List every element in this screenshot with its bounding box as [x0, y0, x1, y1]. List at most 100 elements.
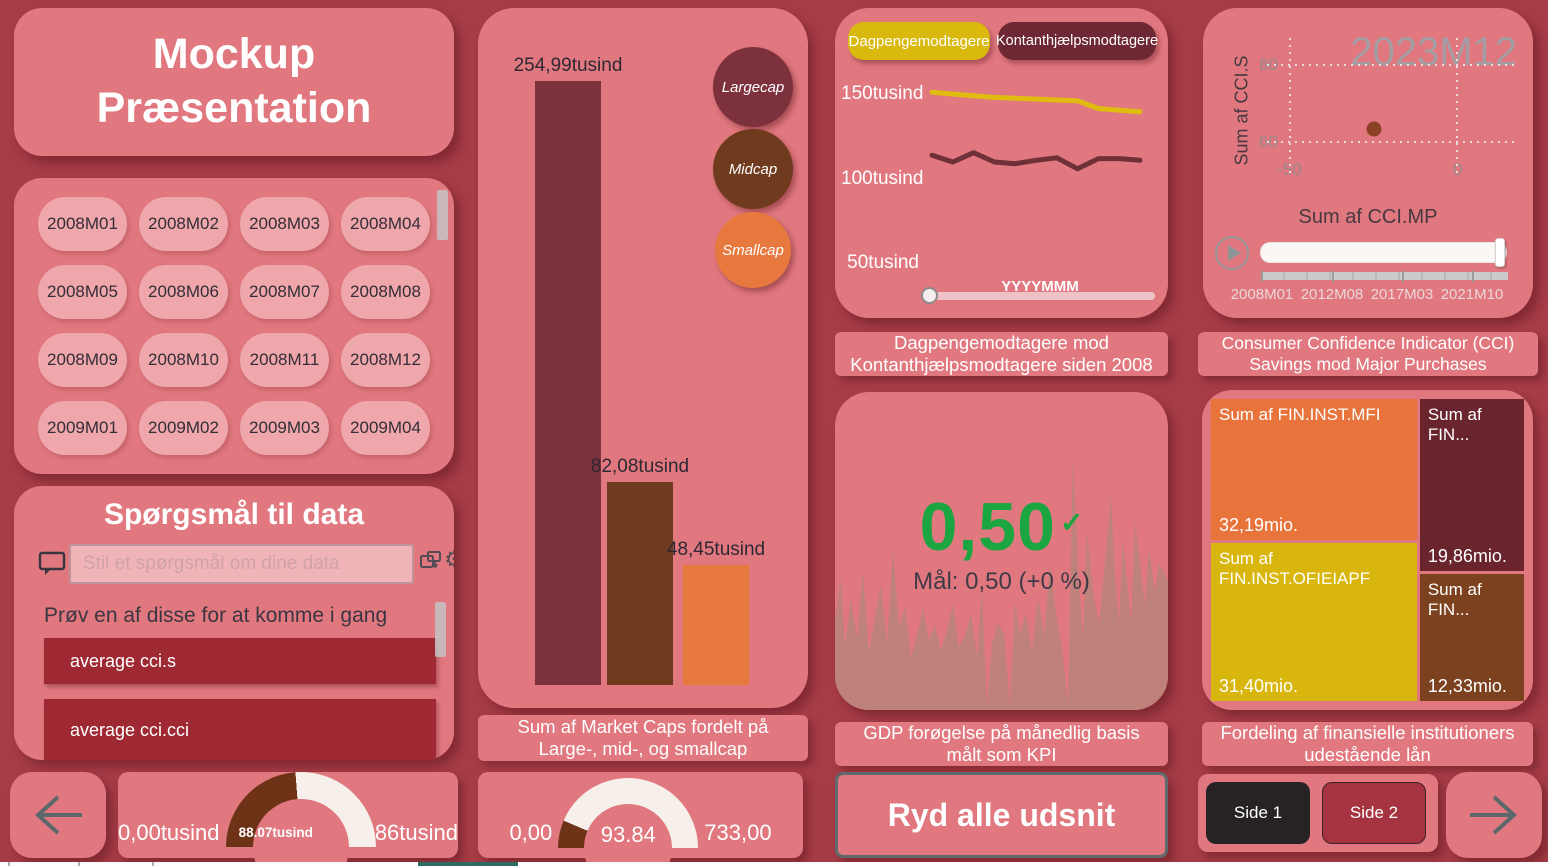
month-pill[interactable]: 2008M03	[240, 197, 329, 251]
month-pill[interactable]: 2009M04	[341, 401, 430, 455]
bar-column-largecap: 254,99tusind	[514, 55, 622, 685]
kpi-gauge: 0,00 93.84 733,00	[478, 772, 803, 866]
treemap-node-mfi[interactable]: Sum af FIN.INST.MFI 32,19mio.	[1211, 399, 1417, 540]
page-navigator: Side 1 Side 2	[1198, 774, 1438, 852]
x-axis-tick: 0	[1453, 160, 1463, 179]
y-axis-tick: 150tusind	[841, 83, 924, 104]
play-button[interactable]	[1215, 236, 1249, 270]
bar-smallcap[interactable]	[683, 565, 749, 685]
previous-page-button[interactable]	[10, 772, 106, 858]
timeline-range-handle[interactable]	[1495, 238, 1505, 267]
market-caps-bar-chart: 254,99tusind 82,08tusind 48,45tusind Lar…	[478, 8, 808, 708]
active-tab-marker	[418, 862, 518, 866]
kpi-value-row: 0,50 ✓	[835, 488, 1168, 566]
qna-input-row: ⚙	[14, 542, 454, 586]
page-button-side-2[interactable]: Side 2	[1322, 782, 1426, 844]
timeline-tick	[1472, 271, 1474, 282]
month-pill[interactable]: 2008M11	[240, 333, 329, 387]
month-pill[interactable]: 2009M03	[240, 401, 329, 455]
popout-icon[interactable]	[420, 551, 442, 571]
scrollbar-thumb[interactable]	[435, 602, 446, 657]
qna-suggestion[interactable]: average cci.s	[44, 638, 436, 684]
month-pill[interactable]: 2008M09	[38, 333, 127, 387]
animation-frame-label: 2023M12	[1350, 30, 1517, 74]
treemap-title: Fordeling af finansielle institutioners …	[1202, 722, 1533, 766]
next-page-button[interactable]	[1446, 772, 1542, 858]
month-pill[interactable]: 2008M08	[341, 265, 430, 319]
page-button-side-1[interactable]: Side 1	[1206, 782, 1310, 844]
timeline-label: 2012M08	[1300, 286, 1364, 303]
time-slider-handle[interactable]	[921, 287, 938, 304]
treemap-node-value: 12,33mio.	[1427, 676, 1507, 696]
month-pill[interactable]: 2008M05	[38, 265, 127, 319]
treemap-node-fin-2[interactable]: Sum af FIN... 12,33mio.	[1419, 574, 1524, 701]
scrollbar-thumb[interactable]	[437, 190, 448, 240]
speech-bubble-icon	[38, 550, 66, 576]
bar-largecap[interactable]	[535, 81, 601, 685]
gauge-hole	[252, 799, 349, 866]
tusind-gauge: 0,00tusind 88.07tusind 184,86tusind	[118, 772, 458, 866]
treemap-node-label: Sum af FIN.INST.OFIEIAPF	[1219, 548, 1371, 588]
bar-column-midcap: 82,08tusind	[590, 55, 690, 685]
clear-all-slicers-button[interactable]: Ryd alle udsnit	[835, 772, 1168, 858]
timeline-tick	[1261, 271, 1263, 282]
bar-column-smallcap: 48,45tusind	[666, 55, 766, 685]
month-pill[interactable]: 2008M01	[38, 197, 127, 251]
timeline-tick	[1332, 271, 1334, 282]
legend-dagpengemodtagere[interactable]: Dagpengemodtagere	[848, 22, 990, 60]
gear-icon[interactable]: ⚙	[444, 546, 454, 573]
qna-suggestion[interactable]: average cci.cci	[44, 699, 436, 760]
gauge-callout-value: 88.07tusind	[238, 825, 313, 840]
tab-divider	[78, 862, 80, 866]
treemap-node-label: Sum af FIN...	[1427, 405, 1482, 444]
bar-midcap[interactable]	[607, 482, 673, 685]
y-axis-tick: 50tusind	[847, 252, 919, 273]
month-pill[interactable]: 2008M02	[139, 197, 228, 251]
tab-divider	[152, 862, 154, 866]
month-pill[interactable]: 2009M01	[38, 401, 127, 455]
benefits-line-chart: Dagpengemodtagere Kontanthjælpsmodtagere…	[835, 8, 1168, 318]
treemap-node-value: 32,19mio.	[1219, 514, 1299, 535]
timeline-label: 2008M01	[1230, 286, 1294, 303]
treemap-node-fin-1[interactable]: Sum af FIN... 19,86mio.	[1419, 399, 1524, 572]
bar-value-label: 254,99tusind	[513, 55, 623, 76]
scatter-chart-title: Consumer Confidence Indicator (CCI) Savi…	[1198, 332, 1538, 376]
treemap-column: Sum af FIN... 19,86mio. Sum af FIN... 12…	[1419, 399, 1524, 701]
scatter-data-point[interactable]	[1366, 121, 1381, 137]
bar-chart-title: Sum af Market Caps fordelt på Large-, mi…	[478, 715, 808, 761]
treemap-node-label: Sum af FIN.INST.MFI	[1219, 405, 1381, 424]
gdp-kpi-card: 0,50 ✓ Mål: 0,50 (+0 %)	[835, 392, 1168, 710]
page-tab-strip	[0, 862, 1548, 866]
y-axis-tick: 100tusind	[841, 168, 924, 189]
treemap-node-ofieiapf[interactable]: Sum af FIN.INST.OFIEIAPF 31,40mio.	[1211, 542, 1417, 701]
month-pill[interactable]: 2009M02	[139, 401, 228, 455]
bar-plot-area: 254,99tusind 82,08tusind 48,45tusind	[478, 55, 808, 685]
kpi-goal-text: Mål: 0,50 (+0 %)	[913, 568, 1090, 595]
month-pill[interactable]: 2008M04	[341, 197, 430, 251]
qna-title: Spørgsmål til data	[103, 498, 365, 531]
legend-midcap[interactable]: Midcap	[713, 129, 793, 209]
month-pill[interactable]: 2008M06	[139, 265, 228, 319]
legend-smallcap[interactable]: Smallcap	[715, 212, 791, 288]
qna-question-input[interactable]	[69, 544, 414, 584]
gauge-min-label: 0,00	[509, 820, 553, 845]
treemap-node-value: 31,40mio.	[1219, 676, 1299, 696]
time-slider-track[interactable]	[921, 287, 1155, 304]
legend-kontanthjaelpsmodtagere[interactable]: Kontanthjælpsmodtagere	[996, 22, 1158, 60]
timeline-label: 2017M03	[1370, 286, 1434, 303]
timeline-label: 2021M10	[1440, 286, 1504, 303]
gauge-arc: 88.07tusind	[225, 772, 376, 866]
month-pill[interactable]: 2008M07	[240, 265, 329, 319]
timeline-range-slider[interactable]	[1260, 238, 1507, 267]
fin-treemap: Sum af FIN.INST.MFI 32,19mio. Sum af FIN…	[1202, 390, 1533, 710]
arrow-right-icon	[1470, 795, 1517, 835]
gauge-arc: 93.84	[558, 778, 699, 866]
line-series-plot	[929, 89, 1143, 172]
bar-value-label: 82,08tusind	[590, 456, 690, 478]
month-pill[interactable]: 2008M10	[139, 333, 228, 387]
month-pill[interactable]: 2008M12	[341, 333, 430, 387]
kpi-check-icon: ✓	[1059, 507, 1084, 538]
x-axis-title: Sum af CCI.MP	[1298, 206, 1438, 228]
legend-largecap[interactable]: Largecap	[713, 47, 793, 127]
